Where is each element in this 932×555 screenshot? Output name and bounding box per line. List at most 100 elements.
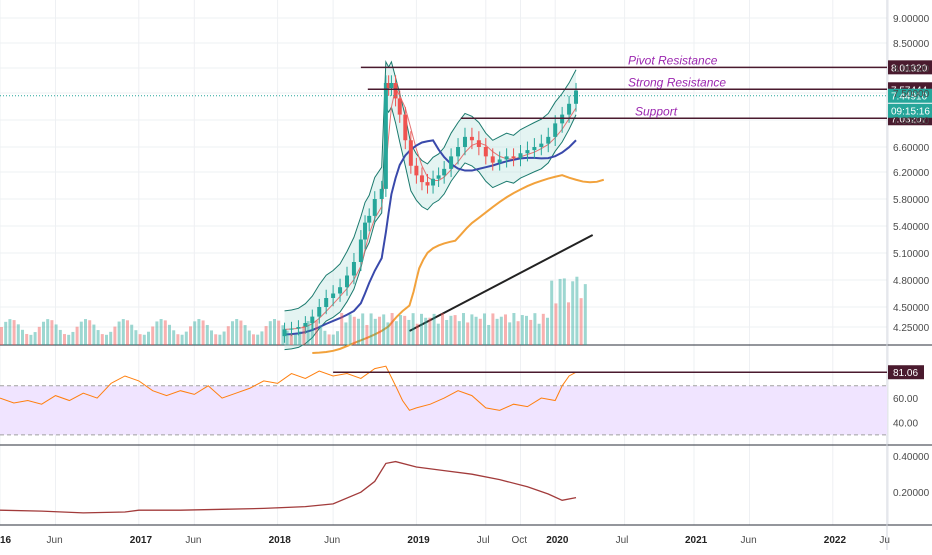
volume-bar [537,323,541,345]
candle-body [351,262,356,276]
volume-bar [369,313,373,345]
last-price-tag [888,88,932,103]
price-tick-label: 4.50000 [893,303,930,314]
volume-bar [294,334,297,345]
volume-bar [243,325,247,345]
volume-bar [352,316,356,345]
volume-bar [33,332,37,345]
candle-body [511,156,516,159]
candle-body [449,156,454,169]
volume-bar [302,325,306,345]
volume-bar [88,320,92,345]
volume-bar [424,317,428,345]
volume-bar [579,298,583,345]
volume-bar [394,321,398,345]
candle-body [442,168,447,176]
volume-bar [54,324,58,345]
candle-body [303,323,308,327]
volume-bar [508,322,512,345]
volume-bar [168,324,171,345]
candle-body [331,293,336,298]
candle-body [282,329,287,337]
volume-bar [142,334,146,345]
volume-bar [357,318,360,345]
volume-bar [390,313,394,345]
rsi-tag [888,365,924,380]
volume-bar [541,313,545,345]
volume-bar [546,317,549,345]
volume-bar [109,331,113,345]
price-tick-label: 9.00000 [893,14,930,25]
volume-bar [520,315,524,345]
volume-bar [75,326,79,345]
volume-bar [235,319,239,345]
volume-bar [378,316,381,345]
price-tick-label: 5.10000 [893,249,930,260]
time-tick-label: Jun [324,535,340,546]
candle-body [483,147,488,157]
volume-bar [407,319,411,345]
volatility-tick-label: 0.20000 [893,488,930,499]
volume-bar [193,321,197,345]
time-tick-label: Jun [741,535,757,546]
volatility-pane [0,460,577,514]
candle-body [383,83,388,189]
countdown-text: 09:15:16 [891,107,930,118]
volume-bar [197,319,201,345]
candle-body [425,182,430,186]
volume-bar [231,321,234,345]
volume-bar [504,314,507,345]
volume-bar [583,284,587,345]
annotation-label: Strong Resistance [628,75,726,89]
rsi-tag-text: 81.06 [893,368,918,379]
candle-body [469,136,474,141]
price-tick-label: 4.25000 [893,323,930,334]
volatility-tick-label: 0.40000 [893,452,930,463]
candle-body [317,307,322,317]
candle-body [389,83,394,88]
candle-body [289,328,294,330]
candle-body [379,188,384,199]
volume-bar [336,331,339,345]
volume-bar [554,303,558,345]
candle-body [497,159,502,163]
volume-bar [533,313,537,345]
volume-bar [25,333,29,345]
volume-bar [516,321,520,345]
volume-bar [100,334,104,345]
axes: 9.00000 8.50000 8.00000 7.50000 7.00000 6.600… [0,14,930,546]
volume-bar [151,326,155,345]
volume-bar [256,334,260,345]
candle-body [372,199,377,216]
volume-bar [449,315,453,345]
volume-bar [319,325,323,345]
candle-body [436,175,441,179]
volume-bar [558,278,562,345]
volume-bar [4,321,8,345]
volume-bar [268,321,272,345]
volume-bar [16,324,20,345]
volume-bar [121,319,125,345]
volume-bar [201,320,205,345]
volume-bar [126,320,129,345]
candle-body [358,239,363,262]
volume-bar [281,325,285,345]
annotation-label: Support [635,104,678,118]
volume-bar [453,315,457,345]
volume-bar [436,323,440,345]
volume-bar [550,280,554,345]
volume-bar [222,331,226,345]
time-tick-label: Jun [47,535,63,546]
candle-body [476,140,481,147]
volume-bar [42,321,45,345]
volume-bar [289,334,293,345]
candle-body [403,114,408,141]
volume-bar [331,334,335,345]
volume-bar [373,318,377,345]
volume-bar [37,326,41,345]
ma-mid-line [284,139,577,336]
volume-bar [46,319,50,345]
time-tick-label: Ju [879,535,890,546]
